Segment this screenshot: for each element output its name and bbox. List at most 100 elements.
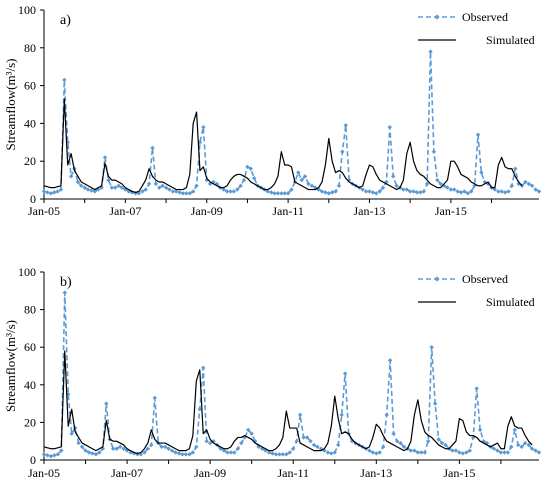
observed-point xyxy=(246,427,251,433)
x-tick-label: Jan-13 xyxy=(353,204,385,218)
observed-point xyxy=(272,191,277,196)
observed-point xyxy=(299,177,304,183)
series-line-observed xyxy=(43,291,540,458)
x-tick-label: Jan-07 xyxy=(111,466,143,480)
observed-point xyxy=(462,189,467,194)
observed-point xyxy=(190,450,196,455)
observed-point xyxy=(309,183,315,188)
observed-point xyxy=(398,440,403,446)
observed-point xyxy=(82,185,87,190)
observed-point xyxy=(458,190,464,195)
observed-point xyxy=(496,189,501,194)
observed-point xyxy=(289,187,294,192)
observed-point xyxy=(162,444,168,450)
observed-point xyxy=(336,183,342,188)
observed-point xyxy=(419,450,424,455)
y-tick-label: 100 xyxy=(18,265,36,279)
observed-point xyxy=(79,444,85,450)
observed-point xyxy=(58,187,64,192)
observed-point xyxy=(291,446,296,451)
observed-point xyxy=(197,407,202,412)
observed-point xyxy=(370,450,376,455)
y-tick-label: 60 xyxy=(24,340,36,354)
observed-point xyxy=(391,431,396,436)
observed-point xyxy=(474,386,479,391)
observed-point xyxy=(495,448,500,453)
observed-point xyxy=(450,448,455,453)
observed-point xyxy=(502,190,508,195)
legend-label-observed: Observed xyxy=(462,272,508,286)
observed-point xyxy=(153,181,159,187)
observed-point xyxy=(146,181,152,187)
observed-point xyxy=(498,450,504,455)
observed-point xyxy=(140,189,145,194)
observed-point xyxy=(401,444,407,450)
observed-point xyxy=(329,190,335,195)
observed-point xyxy=(194,444,199,450)
observed-point xyxy=(231,189,237,194)
observed-point xyxy=(445,185,450,190)
legend-label-simulated: Simulated xyxy=(486,295,535,309)
observed-point xyxy=(340,149,345,154)
observed-point xyxy=(415,450,421,455)
observed-point xyxy=(411,189,416,194)
x-tick-label: Jan-15 xyxy=(435,204,467,218)
observed-point xyxy=(370,190,376,195)
observed-point xyxy=(59,448,64,453)
observed-point xyxy=(204,439,209,444)
observed-point xyxy=(374,451,379,456)
observed-point xyxy=(297,412,303,418)
observed-point xyxy=(111,446,116,451)
legend-marker xyxy=(434,276,440,282)
observed-point xyxy=(332,450,337,455)
x-tick-label: Jan-11 xyxy=(272,204,304,218)
observed-point xyxy=(279,191,284,196)
observed-point xyxy=(280,452,286,457)
observed-point xyxy=(448,187,454,192)
observed-point xyxy=(90,451,95,456)
observed-point xyxy=(452,187,457,192)
legend-label-observed: Observed xyxy=(462,10,508,24)
observed-point xyxy=(287,450,292,455)
observed-point xyxy=(319,189,325,194)
observed-point xyxy=(526,181,532,187)
observed-point xyxy=(377,450,382,455)
observed-point xyxy=(407,189,413,194)
series-line-simulated xyxy=(43,98,523,193)
observed-point xyxy=(384,412,389,418)
observed-point xyxy=(180,191,186,196)
observed-point xyxy=(163,185,169,190)
observed-point xyxy=(284,452,289,457)
observed-point xyxy=(412,448,417,453)
observed-point xyxy=(326,191,331,196)
observed-point xyxy=(455,189,460,194)
observed-point xyxy=(282,191,287,196)
observed-point xyxy=(239,440,244,446)
y-axis-title: Streamflow(m³/s) xyxy=(3,320,18,412)
observed-point xyxy=(408,448,414,453)
observed-point xyxy=(48,454,54,459)
observed-point xyxy=(173,450,178,455)
observed-point xyxy=(428,49,433,54)
observed-point xyxy=(304,435,310,440)
panel-label: a) xyxy=(60,13,71,28)
observed-point xyxy=(109,185,115,190)
x-tick-label: Jan-15 xyxy=(443,466,475,480)
observed-point xyxy=(391,174,396,179)
observed-point xyxy=(323,190,328,195)
observed-point xyxy=(424,181,430,187)
observed-point xyxy=(377,189,382,194)
y-tick-label: 20 xyxy=(24,415,36,429)
observed-point xyxy=(475,132,481,137)
observed-point xyxy=(241,177,247,183)
observed-point xyxy=(201,365,206,371)
observed-point xyxy=(167,187,172,192)
observed-point xyxy=(86,450,92,455)
observed-point xyxy=(313,185,318,190)
observed-point xyxy=(491,446,497,451)
observed-point xyxy=(296,170,301,175)
observed-point xyxy=(333,189,338,194)
observed-point xyxy=(506,189,511,194)
x-tick-label: Jan-07 xyxy=(109,204,141,218)
observed-point xyxy=(265,189,270,194)
